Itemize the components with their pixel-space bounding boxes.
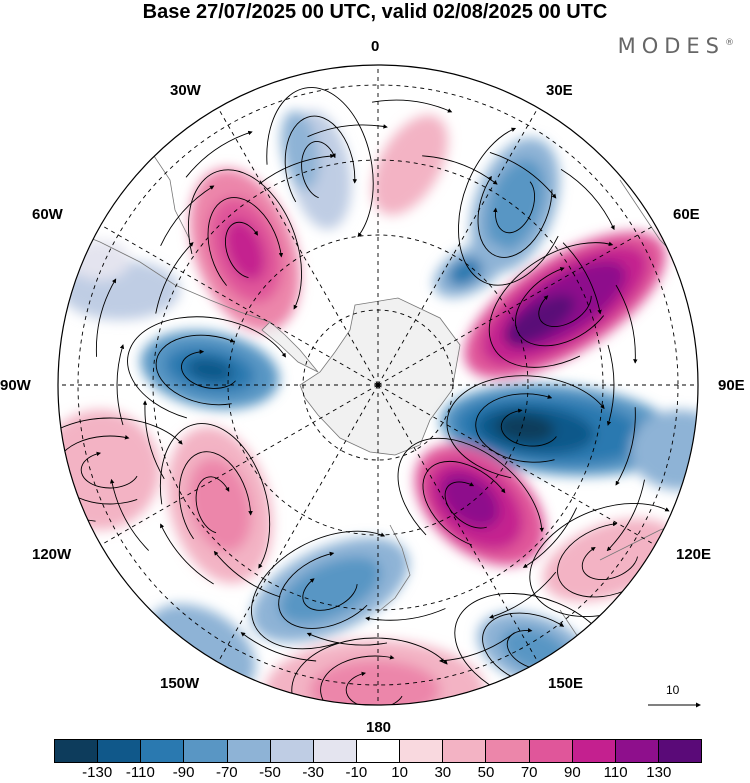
colorbar-tick-label: -10	[345, 764, 368, 781]
lon-label-60e: 60E	[673, 206, 700, 223]
lon-label-120w: 120W	[32, 546, 72, 563]
colorbar-tick-label: 130	[646, 764, 672, 781]
lon-label-30e: 30E	[546, 82, 573, 99]
colorbar-tick-label: -110	[125, 764, 155, 781]
colorbar	[54, 739, 702, 763]
colorbar-swatch	[442, 740, 486, 762]
lon-label-90e: 90E	[718, 377, 745, 394]
graticule	[58, 65, 698, 705]
colorbar-swatch	[355, 740, 400, 762]
colorbar-tick-label: 90	[564, 764, 581, 781]
colorbar-tick-label: 50	[477, 764, 495, 781]
antarctica-landmass	[261, 297, 461, 456]
map-frame	[57, 64, 699, 706]
colorbar-swatch	[399, 740, 443, 762]
modes-logo: MODES®	[618, 34, 734, 58]
south-pole-marker	[375, 382, 381, 388]
lon-label-180: 180	[366, 719, 392, 736]
colorbar-swatch	[183, 740, 227, 762]
colorbar-tick-label: -50	[259, 764, 281, 781]
reference-arrow	[648, 702, 701, 708]
colorbar-swatch	[140, 740, 184, 762]
colorbar-swatch	[571, 740, 615, 762]
colorbar-swatch	[528, 740, 572, 762]
brand-mark: ®	[725, 38, 734, 48]
lon-label-120e: 120E	[676, 546, 712, 563]
colorbar-tick-label: -70	[215, 764, 238, 781]
map-title: Base 27/07/2025 00 UTC, valid 02/08/2025…	[142, 1, 608, 23]
colorbar-swatch	[485, 740, 529, 762]
colorbar-swatch	[97, 740, 141, 762]
reference-vector: 10	[646, 683, 706, 713]
colorbar-swatch	[614, 740, 658, 762]
colorbar-tick-label: 10	[391, 764, 408, 781]
lon-label-150w: 150W	[160, 675, 200, 692]
colorbar-ticks: -130 -110 -90 -70 -50 -30 -10 10 30 50 70 90 110 130	[54, 764, 702, 783]
colorbar-swatch	[226, 740, 270, 762]
polar-map	[57, 64, 699, 706]
lon-label-90w: 90W	[0, 377, 31, 394]
brand-text: MODES	[617, 34, 725, 58]
colorbar-tick-label: 110	[603, 764, 628, 781]
colorbar-tick-label: 70	[520, 764, 538, 781]
colorbar-swatch	[312, 740, 356, 762]
colorbar-tick-label: -30	[302, 764, 325, 781]
lon-label-150e: 150E	[548, 675, 584, 692]
colorbar-swatch	[657, 740, 702, 762]
reference-vector-label: 10	[666, 683, 680, 697]
lon-label-30w: 30W	[170, 82, 201, 99]
colorbar-swatch	[55, 740, 98, 762]
colorbar-swatch	[269, 740, 313, 762]
anomaly-field	[58, 110, 698, 705]
colorbar-tick-label: -130	[82, 764, 113, 781]
colorbar-tick-label: 30	[434, 764, 452, 781]
lon-label-60w: 60W	[32, 206, 63, 223]
wind-streamlines	[58, 87, 670, 705]
lon-label-0: 0	[371, 38, 380, 55]
colorbar-tick-label: -90	[172, 764, 195, 781]
